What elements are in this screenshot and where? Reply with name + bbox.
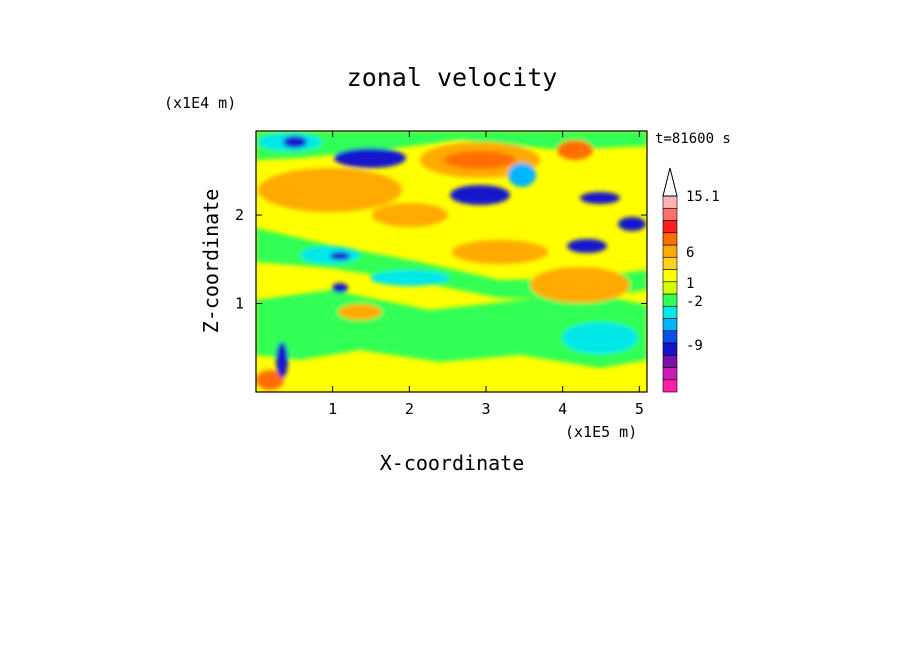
- x-tick-label: 1: [328, 400, 337, 418]
- colorbar-label: 6: [686, 245, 694, 261]
- patch-orange-7: [338, 304, 382, 320]
- x-tick-label: 2: [405, 400, 414, 418]
- y-axis-label: Z-coordinate: [199, 189, 223, 334]
- x-axis: 1 2 3 4 5: [328, 131, 644, 418]
- patch-cyan-5: [508, 163, 536, 187]
- colorbar-swatch: [662, 354, 678, 368]
- x-tick-label: 5: [635, 400, 644, 418]
- patch-red-2: [256, 370, 284, 390]
- x-tick-label: 3: [481, 400, 490, 418]
- patch-blue-1: [334, 148, 406, 168]
- patch-blue-3: [283, 136, 307, 148]
- patch-orange-5: [557, 140, 593, 160]
- x-unit-label: (x1E5 m): [565, 423, 637, 441]
- colorbar-swatch: [662, 195, 678, 209]
- colorbar-swatch: [662, 367, 678, 381]
- colorbar-swatch: [662, 207, 678, 221]
- colorbar-label: 15.1: [686, 189, 720, 205]
- colorbar-swatch: [662, 379, 678, 393]
- colorbar-swatch: [662, 342, 678, 356]
- contour-field: [256, 131, 647, 392]
- colorbar-swatch: [662, 281, 678, 295]
- patch-orange-1: [258, 168, 402, 212]
- y-tick-label: 2: [235, 206, 244, 224]
- colorbar-swatch: [662, 269, 678, 283]
- patch-blue-5: [580, 192, 620, 204]
- x-axis-label: X-coordinate: [380, 451, 525, 475]
- colorbar-swatch: [662, 220, 678, 234]
- patch-orange-6: [372, 203, 448, 227]
- y-axis: 12: [235, 206, 647, 313]
- patch-blue-8: [330, 252, 350, 260]
- colorbar-swatch: [662, 330, 678, 344]
- patch-blue-7: [332, 283, 348, 293]
- colorbar-label: -2: [686, 294, 703, 310]
- chart-title: zonal velocity: [347, 63, 558, 92]
- patch-cyan-3: [370, 270, 450, 286]
- patch-blue-4: [567, 239, 607, 253]
- patch-blue-2: [450, 185, 510, 205]
- colorbar-swatch: [662, 293, 678, 307]
- time-label: t=81600 s: [655, 131, 731, 147]
- y-tick-label: 1: [235, 295, 244, 313]
- colorbar-swatch: [662, 232, 678, 246]
- colorbar: 15.1 6 1 -2 -9: [662, 167, 720, 393]
- colorbar-swatch: [662, 305, 678, 319]
- y-unit-label: (x1E4 m): [164, 94, 236, 112]
- colorbar-swatch: [662, 256, 678, 270]
- field-bands: [256, 131, 647, 390]
- patch-orange-3: [530, 267, 630, 303]
- patch-blue-9: [276, 342, 288, 378]
- band-green-top: [256, 131, 647, 160]
- patch-orange-4: [452, 240, 548, 264]
- colorbar-swatch: [662, 318, 678, 332]
- plot-frame: [255, 130, 648, 393]
- patch-blue-6: [618, 217, 646, 231]
- x-tick-label: 4: [558, 400, 567, 418]
- colorbar-extend-arrow: [662, 167, 678, 197]
- colorbar-label: 1: [686, 276, 694, 292]
- patch-cyan-2: [562, 322, 638, 354]
- colorbar-label: -9: [686, 338, 703, 354]
- patch-cyan-4: [300, 246, 360, 264]
- colorbar-swatch: [662, 244, 678, 258]
- patch-red-1: [444, 151, 516, 169]
